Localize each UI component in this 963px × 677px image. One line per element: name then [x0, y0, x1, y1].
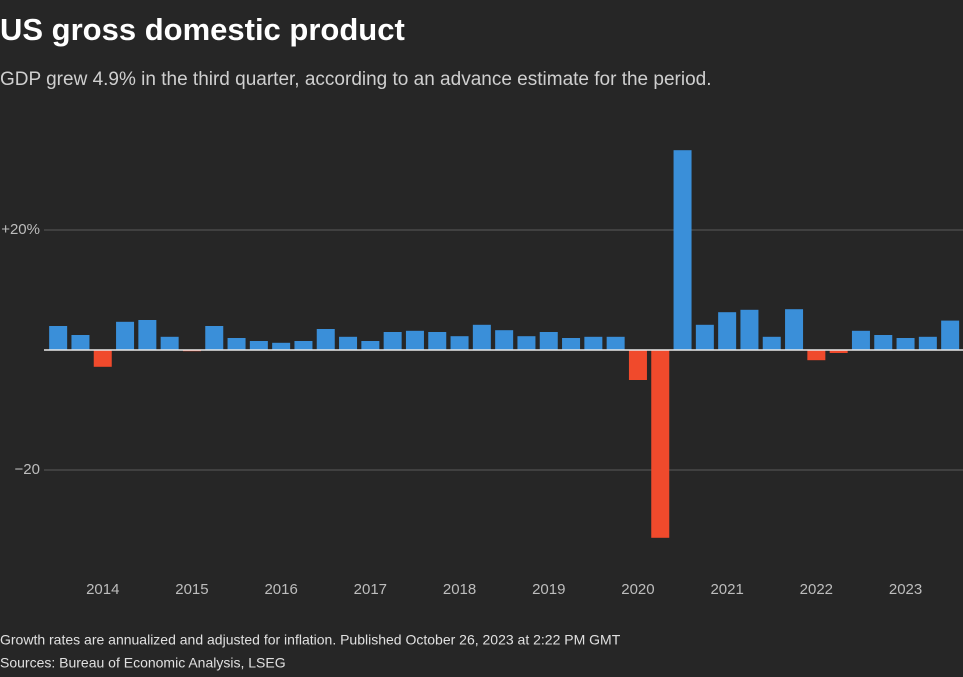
x-tick-label: 2020	[621, 581, 654, 598]
bar	[762, 336, 781, 350]
x-tick-label: 2015	[175, 581, 208, 598]
x-tick-label: 2016	[264, 581, 297, 598]
bar	[740, 309, 759, 350]
chart-title: US gross domestic product	[0, 12, 405, 47]
x-tick-label: 2014	[86, 581, 119, 598]
bar	[896, 338, 915, 350]
bar	[539, 332, 558, 350]
x-tick-label: 2017	[354, 581, 387, 598]
bar	[138, 320, 157, 350]
bar	[160, 336, 179, 350]
bar	[249, 341, 268, 350]
chart-subtitle: GDP grew 4.9% in the third quarter, acco…	[0, 69, 712, 90]
bar	[450, 336, 469, 350]
bar	[562, 338, 581, 350]
bar	[339, 336, 358, 350]
y-tick-label: +20%	[1, 221, 40, 238]
bar	[718, 312, 737, 350]
bar	[785, 309, 804, 350]
bar	[918, 336, 937, 350]
bar	[294, 341, 313, 350]
bar	[227, 338, 246, 350]
bar	[695, 324, 714, 350]
bar	[49, 326, 68, 350]
bar	[361, 341, 380, 350]
x-tick-label: 2018	[443, 581, 476, 598]
bar	[116, 321, 135, 350]
bar	[272, 342, 291, 350]
bar	[807, 350, 826, 361]
x-tick-label: 2019	[532, 581, 565, 598]
bar	[651, 350, 670, 538]
bar	[383, 332, 402, 350]
bar	[405, 330, 424, 350]
bar	[71, 335, 90, 350]
bar	[628, 350, 647, 380]
bar	[93, 350, 112, 367]
bar	[851, 330, 870, 350]
bar	[829, 350, 848, 353]
bar	[673, 150, 692, 350]
x-tick-label: 2023	[889, 581, 922, 598]
bar	[874, 335, 893, 350]
bar	[941, 320, 960, 350]
source-note: Sources: Bureau of Economic Analysis, LS…	[0, 655, 286, 671]
bar	[517, 336, 536, 350]
x-tick-label: 2022	[800, 581, 833, 598]
bar	[606, 336, 625, 350]
bar	[472, 324, 491, 350]
footnote: Growth rates are annualized and adjusted…	[0, 632, 621, 648]
y-tick-label: −20	[15, 461, 40, 478]
bar	[495, 330, 514, 350]
x-tick-label: 2021	[710, 581, 743, 598]
bar	[428, 332, 447, 350]
bar	[584, 336, 603, 350]
bar	[205, 326, 224, 350]
bar	[316, 329, 335, 350]
